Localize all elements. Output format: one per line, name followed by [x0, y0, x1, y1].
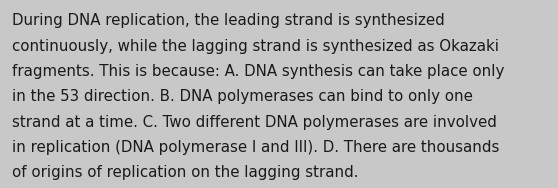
Text: of origins of replication on the lagging strand.: of origins of replication on the lagging… — [12, 165, 359, 180]
Text: in the 53 direction. B. DNA polymerases can bind to only one: in the 53 direction. B. DNA polymerases … — [12, 89, 473, 104]
Text: continuously, while the lagging strand is synthesized as Okazaki: continuously, while the lagging strand i… — [12, 39, 499, 54]
Text: fragments. This is because: A. DNA synthesis can take place only: fragments. This is because: A. DNA synth… — [12, 64, 504, 79]
Text: During DNA replication, the leading strand is synthesized: During DNA replication, the leading stra… — [12, 13, 445, 28]
Text: in replication (DNA polymerase I and III). D. There are thousands: in replication (DNA polymerase I and III… — [12, 140, 499, 155]
Text: strand at a time. C. Two different DNA polymerases are involved: strand at a time. C. Two different DNA p… — [12, 115, 497, 130]
